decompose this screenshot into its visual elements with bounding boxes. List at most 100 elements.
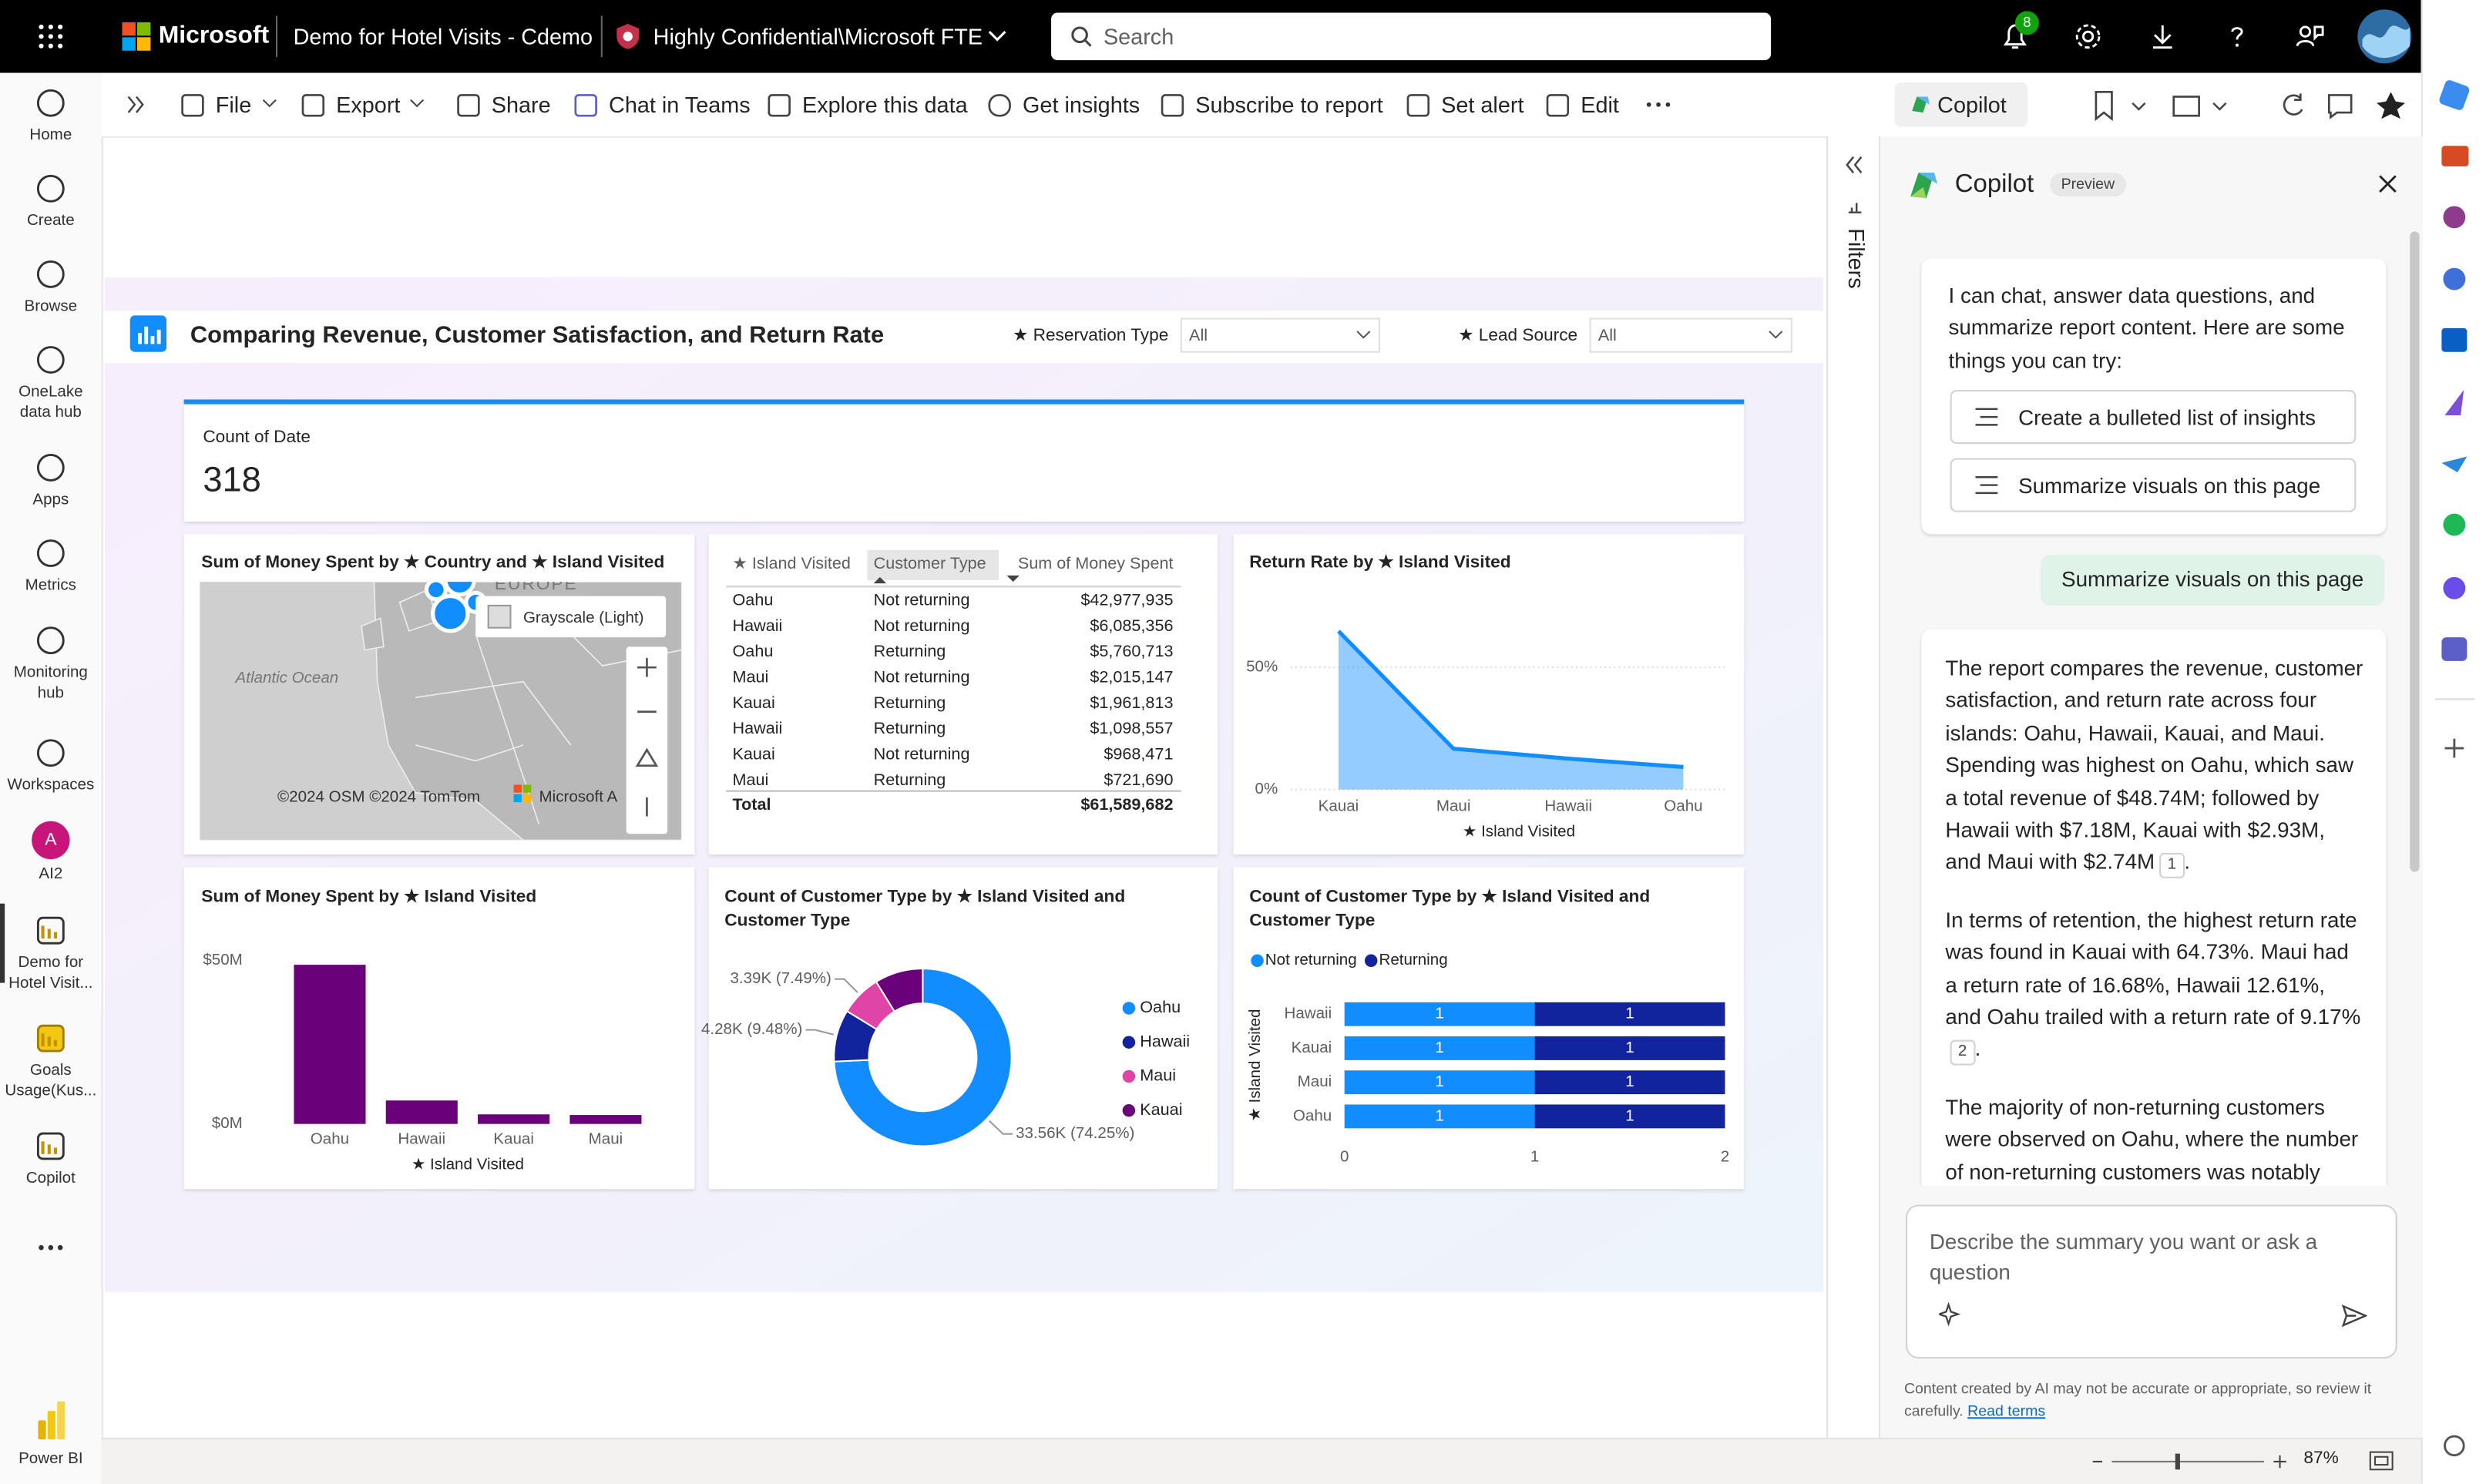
icon-shape: [301, 93, 325, 116]
column-header: ★ Island Visited: [733, 553, 851, 572]
data-label: 1: [1435, 1106, 1443, 1124]
x-tick-label: Maui: [1436, 797, 1471, 815]
view-icons[interactable]: [2087, 89, 2420, 123]
list-icon: [1975, 408, 1998, 426]
nav-label: AI2: [39, 865, 63, 883]
map-region-label: EUROPE: [495, 574, 578, 593]
dropdown-chevron: [411, 99, 425, 108]
slicer-dropdown[interactable]: [1180, 317, 1380, 353]
nav-item[interactable]: A AI2: [0, 821, 102, 885]
copilot-tab[interactable]: Copilot: [1894, 82, 2028, 127]
copilot-title: Copilot: [1954, 171, 2034, 199]
fit-icon[interactable]: [2369, 1451, 2394, 1473]
nav-icon: [36, 89, 65, 117]
toolbar-button[interactable]: Share: [455, 89, 551, 120]
nav-item[interactable]: Home: [0, 86, 102, 146]
x-axis-title: ★ Island Visited: [412, 1156, 524, 1173]
expand-nav[interactable]: [126, 95, 145, 114]
visual-title: Return Rate by ★ Island Visited: [1249, 553, 1510, 572]
map-zoom-controls[interactable]: [626, 646, 668, 834]
table-cell: Returning: [874, 770, 946, 789]
user-avatar[interactable]: [2356, 8, 2413, 65]
send-button[interactable]: [2341, 1303, 2367, 1328]
nav-item[interactable]: Create: [0, 171, 102, 231]
settings-icon[interactable]: [2072, 21, 2104, 52]
search-box[interactable]: Search: [1051, 12, 1772, 61]
toolbar-button[interactable]: Chat in Teams: [573, 89, 751, 120]
legend-label: Oahu: [1140, 997, 1181, 1016]
suggestion-button[interactable]: Create a bulleted list of insights: [1950, 390, 2357, 445]
more-nav[interactable]: [0, 1240, 102, 1256]
report-icon-bar: [156, 329, 161, 344]
column-highlight: [867, 549, 999, 581]
icon-shape: [1161, 93, 1184, 116]
bar-segment: [1344, 1070, 1535, 1095]
nav-item[interactable]: Monitoring hub: [0, 623, 102, 704]
column-header: Sum of Money Spent: [1018, 553, 1174, 572]
table-cell: $2,015,147: [1090, 666, 1173, 686]
nav-icon-shape: [36, 539, 65, 567]
y-tick-label: $0M: [212, 1114, 243, 1132]
app-strip-icons[interactable]: [2423, 0, 2486, 1484]
report-title: Comparing Revenue, Customer Satisfaction…: [190, 321, 884, 347]
suggestion-button[interactable]: Summarize visuals on this page: [1950, 458, 2357, 512]
table-cell: Returning: [874, 641, 946, 660]
table-cell: Not returning: [874, 666, 970, 686]
nav-item[interactable]: Demo for Hotel Visit...: [0, 903, 102, 994]
toolbar-button[interactable]: Set alert: [1405, 89, 1524, 120]
filters-pane[interactable]: Filters: [1826, 136, 1881, 1439]
more-options[interactable]: [1644, 100, 1673, 109]
map-attribution: ©2024 OSM ©2024 TomTom: [277, 787, 480, 805]
slicer-value: All: [1189, 325, 1208, 344]
help-icon[interactable]: [2221, 21, 2253, 52]
citation[interactable]: 1: [2159, 853, 2185, 879]
search-icon: [1071, 26, 1092, 47]
nav-item[interactable]: OneLake data hub: [0, 342, 102, 423]
nav-item[interactable]: Metrics: [0, 536, 102, 596]
toolbar-button[interactable]: Edit: [1544, 89, 1619, 120]
chat-input[interactable]: Describe the summary you want or ask a q…: [1905, 1204, 2397, 1359]
nav-item[interactable]: Copilot: [0, 1129, 102, 1189]
table-cell: $42,977,935: [1080, 589, 1173, 609]
scrollbar[interactable]: [2410, 231, 2420, 872]
nav-icon-shape: [36, 454, 65, 482]
nav-label: Home: [29, 126, 72, 145]
legend-label: Hawaii: [1140, 1031, 1190, 1050]
response-end: .: [2184, 850, 2191, 875]
slicer-dropdown[interactable]: [1589, 317, 1792, 353]
toolbar-button[interactable]: Get insights: [986, 89, 1140, 120]
toolbar-icon: [768, 93, 791, 116]
report-name[interactable]: Demo for Hotel Visits - Cdemo: [293, 23, 593, 49]
app-launcher[interactable]: [38, 24, 63, 49]
nav-item[interactable]: Browse: [0, 257, 102, 317]
map-style-picker[interactable]: [475, 596, 667, 638]
prompt-icon[interactable]: [1939, 1301, 1964, 1327]
sensitivity-label[interactable]: Highly Confidential\Microsoft FTE: [653, 23, 983, 49]
data-label: 1: [1435, 1073, 1443, 1090]
y-axis-title: ★ Island Visited: [1246, 1009, 1264, 1122]
toolbar-button[interactable]: Subscribe to report: [1159, 89, 1383, 120]
collapse-icon[interactable]: [1844, 156, 1866, 175]
nav-item[interactable]: Workspaces: [0, 736, 102, 796]
citation[interactable]: 2: [1950, 1040, 1975, 1066]
powerbi-logo: [38, 1401, 66, 1440]
toolbar-button[interactable]: Export: [300, 89, 425, 120]
table-cell: Oahu: [733, 641, 774, 660]
close-button[interactable]: [2378, 174, 2397, 193]
table-cell: Returning: [874, 718, 946, 737]
download-icon[interactable]: [2147, 21, 2179, 52]
nav-label: Goals Usage(Kus...: [5, 1062, 97, 1100]
legend-label: Maui: [1140, 1066, 1176, 1085]
nav-item[interactable]: Power BI: [0, 1401, 102, 1469]
terms-link[interactable]: Read terms: [1967, 1402, 2046, 1420]
share-feedback-icon[interactable]: [2294, 21, 2326, 52]
nav-item[interactable]: Goals Usage(Kus...: [0, 1021, 102, 1102]
bar: [569, 1115, 642, 1124]
chevron[interactable]: [988, 29, 1007, 45]
border: [415, 744, 524, 762]
zoom-slider[interactable]: [2090, 1449, 2296, 1474]
toolbar-button[interactable]: File: [179, 89, 277, 120]
nav-item[interactable]: Apps: [0, 450, 102, 510]
toolbar-button[interactable]: Explore this data: [766, 89, 968, 120]
intro-card: I can chat, answer data questions, and s…: [1921, 258, 2387, 535]
